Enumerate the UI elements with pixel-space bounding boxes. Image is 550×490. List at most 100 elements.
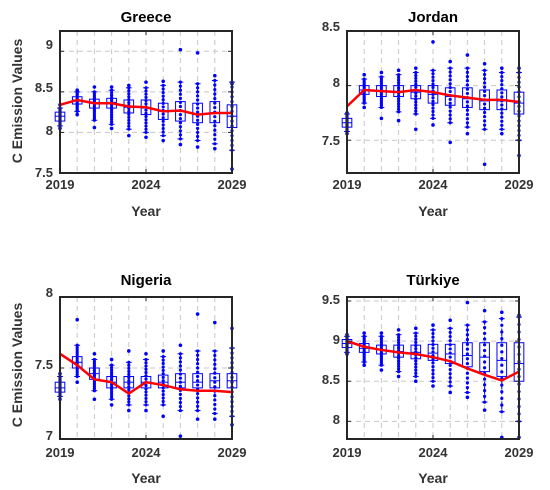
outlier-point xyxy=(448,59,453,64)
data-point xyxy=(127,89,131,93)
data-point xyxy=(161,105,165,109)
data-point xyxy=(196,357,200,362)
data-point xyxy=(144,403,148,407)
data-point xyxy=(465,104,469,108)
outlier-point xyxy=(213,73,217,78)
data-point xyxy=(196,366,200,370)
data-point xyxy=(397,346,401,350)
data-point xyxy=(213,402,217,407)
data-point xyxy=(483,81,487,85)
data-point xyxy=(110,395,114,399)
data-point xyxy=(448,339,452,343)
data-point xyxy=(431,361,435,365)
data-point xyxy=(196,362,200,366)
data-point xyxy=(465,79,469,83)
data-point xyxy=(144,108,148,112)
box xyxy=(462,342,473,368)
data-point xyxy=(448,351,452,355)
data-point xyxy=(75,370,79,374)
data-point xyxy=(465,361,469,366)
data-point xyxy=(465,121,469,125)
data-point xyxy=(500,70,504,75)
data-point xyxy=(414,97,418,101)
data-point xyxy=(110,122,114,126)
data-point xyxy=(196,118,200,122)
outlier-point xyxy=(431,123,435,127)
outlier-point xyxy=(92,397,97,402)
data-point xyxy=(431,72,435,76)
data-point xyxy=(414,100,418,104)
data-point xyxy=(213,380,217,384)
data-point xyxy=(110,375,114,379)
outlier-point xyxy=(362,72,367,77)
outlier-point xyxy=(92,352,97,356)
data-point xyxy=(213,133,217,137)
x-tick-label: 2024 xyxy=(419,445,449,460)
data-point xyxy=(196,122,200,126)
data-point xyxy=(431,82,435,86)
outlier-point xyxy=(414,66,418,70)
data-point xyxy=(92,384,96,388)
x-tick-label: 2019 xyxy=(333,177,362,192)
axes-frame xyxy=(346,30,520,174)
data-point xyxy=(362,77,366,81)
data-point xyxy=(465,381,469,385)
data-point xyxy=(414,106,418,110)
axes-frame xyxy=(59,296,233,440)
data-point xyxy=(110,363,114,367)
outlier-point xyxy=(109,126,114,131)
data-point xyxy=(127,115,131,119)
outlier-point xyxy=(482,61,487,66)
data-point xyxy=(110,397,114,401)
data-point xyxy=(414,368,418,372)
data-point xyxy=(465,386,469,390)
data-point xyxy=(196,134,200,139)
data-point xyxy=(110,365,114,370)
data-point xyxy=(465,70,469,74)
data-point xyxy=(414,79,418,84)
data-point xyxy=(161,119,165,123)
outlier-point xyxy=(379,70,384,75)
data-point xyxy=(161,123,165,127)
data-point xyxy=(213,407,217,411)
outlier-point xyxy=(144,352,148,356)
data-point xyxy=(75,374,79,379)
data-point xyxy=(465,83,469,87)
data-point xyxy=(397,73,401,77)
data-point xyxy=(500,119,504,123)
data-point xyxy=(414,334,418,338)
data-point xyxy=(127,124,131,128)
data-point xyxy=(161,361,165,366)
data-point xyxy=(92,380,96,384)
data-point xyxy=(431,375,435,380)
data-point xyxy=(110,95,114,100)
data-point xyxy=(144,383,148,388)
data-point xyxy=(161,101,165,105)
data-point xyxy=(483,127,487,131)
data-point xyxy=(110,115,114,119)
data-point xyxy=(161,98,165,102)
data-point xyxy=(110,88,114,92)
data-point xyxy=(500,87,504,91)
outlier-point xyxy=(178,47,183,52)
data-point xyxy=(144,361,148,365)
y-tick-label: 8.5 xyxy=(322,19,340,34)
data-point xyxy=(500,363,504,367)
outlier-point xyxy=(396,374,401,379)
x-tick-label: 2029 xyxy=(218,445,247,460)
data-point xyxy=(465,333,469,337)
data-point xyxy=(144,102,148,106)
data-point xyxy=(161,368,165,373)
data-point xyxy=(196,400,200,404)
data-point xyxy=(110,387,114,392)
y-tick-label: 8.5 xyxy=(322,372,340,387)
data-point xyxy=(431,106,435,110)
axes-frame xyxy=(59,30,233,174)
data-point xyxy=(161,90,165,95)
outlier-point xyxy=(465,131,470,136)
data-point xyxy=(213,128,217,132)
data-point xyxy=(431,379,435,383)
outlier-point xyxy=(482,162,487,167)
data-point xyxy=(213,142,217,146)
data-point xyxy=(500,317,504,321)
